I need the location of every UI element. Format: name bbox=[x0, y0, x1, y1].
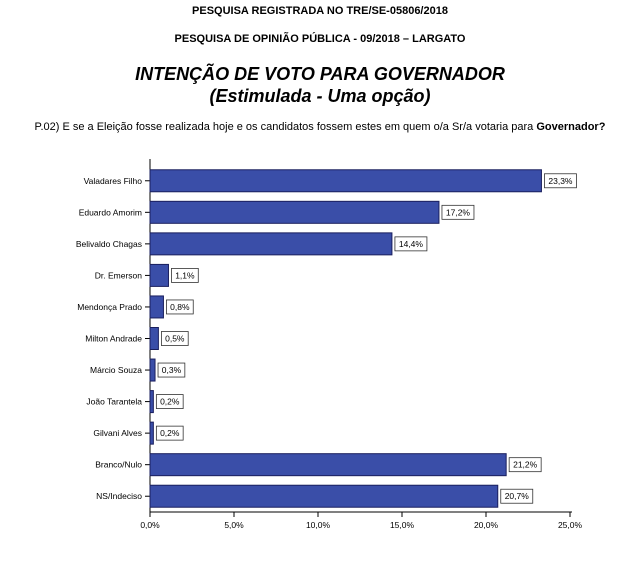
bar bbox=[149, 358, 156, 382]
data-label-box bbox=[155, 394, 184, 409]
data-label-box bbox=[160, 331, 189, 346]
data-label: 21,2% bbox=[513, 460, 538, 470]
bar bbox=[149, 200, 440, 224]
category-label: Milton Andrade bbox=[85, 334, 142, 344]
question-emphasis: Governador? bbox=[536, 121, 606, 133]
data-label: 0,8% bbox=[170, 302, 190, 312]
data-label-box bbox=[171, 268, 199, 283]
data-label: 0,5% bbox=[165, 334, 185, 344]
data-label-box bbox=[166, 299, 194, 315]
x-tick-label: 20,0% bbox=[474, 520, 499, 530]
bar bbox=[149, 484, 499, 508]
data-label-box bbox=[544, 173, 577, 189]
x-tick-label: 10,0% bbox=[306, 520, 331, 530]
registration-header: PESQUISA REGISTRADA NO TRE/SE-05806/2018 bbox=[192, 5, 448, 17]
data-label: 23,3% bbox=[548, 176, 573, 186]
category-label: Eduardo Amorim bbox=[79, 207, 142, 217]
data-label: 0,3% bbox=[162, 365, 182, 375]
bar bbox=[149, 421, 154, 445]
data-label: 0,2% bbox=[160, 397, 180, 407]
chart-subtitle: (Estimulada - Uma opção) bbox=[209, 86, 431, 106]
category-label: Dr. Emerson bbox=[95, 270, 143, 280]
question-text: P.02) E se a Eleição fosse realizada hoj… bbox=[34, 121, 537, 133]
survey-question: P.02) E se a Eleição fosse realizada hoj… bbox=[0, 121, 640, 133]
category-label: João Tarantela bbox=[86, 397, 142, 407]
bar bbox=[149, 453, 507, 477]
data-label: 14,4% bbox=[399, 239, 424, 249]
data-label-box bbox=[441, 204, 475, 220]
x-tick-label: 25,0% bbox=[558, 520, 583, 530]
category-label: Branco/Nulo bbox=[95, 460, 142, 470]
category-label: Valadares Filho bbox=[84, 176, 143, 186]
data-label-box bbox=[394, 236, 428, 252]
bar bbox=[149, 263, 169, 287]
data-label: 20,7% bbox=[505, 491, 530, 501]
data-label: 17,2% bbox=[446, 207, 471, 217]
data-label-box bbox=[508, 457, 542, 473]
x-tick-label: 5,0% bbox=[224, 520, 244, 530]
data-label-box bbox=[157, 362, 186, 378]
category-label: NS/Indeciso bbox=[96, 491, 142, 501]
category-label: Mendonça Prado bbox=[77, 302, 142, 312]
bar bbox=[149, 327, 159, 350]
category-label: Márcio Souza bbox=[90, 365, 142, 375]
data-label: 1,1% bbox=[175, 270, 195, 280]
category-label: Gilvani Alves bbox=[93, 428, 142, 438]
x-tick-label: 15,0% bbox=[390, 520, 415, 530]
bar bbox=[149, 295, 164, 319]
data-label-box bbox=[500, 488, 534, 504]
data-label-box bbox=[155, 425, 184, 441]
data-label: 0,2% bbox=[160, 428, 180, 438]
category-label: Belivaldo Chagas bbox=[76, 239, 142, 249]
survey-header: PESQUISA DE OPINIÃO PÚBLICA - 09/2018 – … bbox=[174, 33, 466, 45]
bar bbox=[149, 169, 542, 193]
bar bbox=[149, 390, 154, 414]
x-tick-label: 0,0% bbox=[140, 520, 160, 530]
bar bbox=[149, 232, 393, 256]
chart-title: INTENÇÃO DE VOTO PARA GOVERNADOR bbox=[135, 64, 505, 84]
